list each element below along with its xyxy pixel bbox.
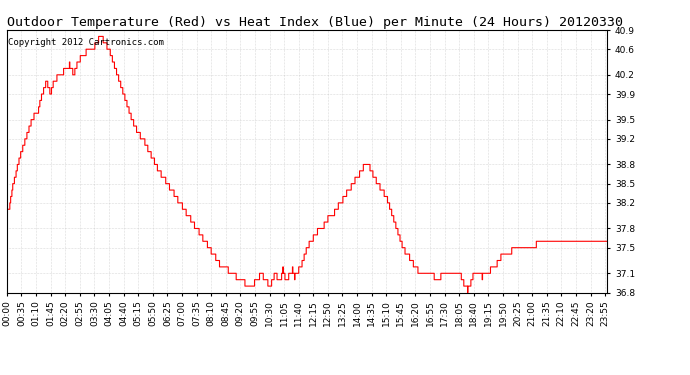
Text: Outdoor Temperature (Red) vs Heat Index (Blue) per Minute (24 Hours) 20120330: Outdoor Temperature (Red) vs Heat Index … xyxy=(7,16,623,29)
Text: Copyright 2012 Cartronics.com: Copyright 2012 Cartronics.com xyxy=(8,38,164,47)
